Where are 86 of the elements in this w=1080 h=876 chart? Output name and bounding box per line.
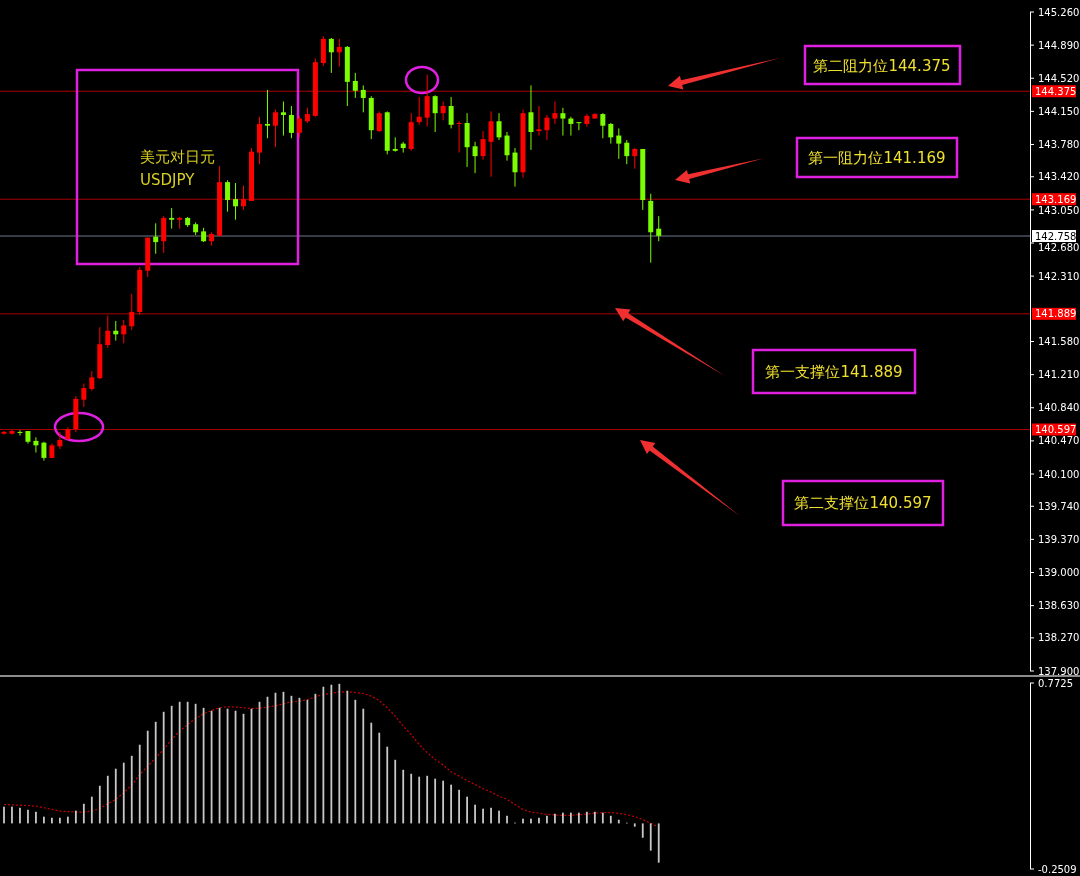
candlestick [376,110,382,133]
candlestick [512,147,518,188]
y-tick-label: 141.580 [1038,336,1080,347]
candlestick [225,179,231,213]
annotation: 第一支撑位141.889 [765,363,903,381]
candlestick [392,136,398,153]
y-tick-label: 138.270 [1038,632,1080,644]
y-tick-label: 140.470 [1038,435,1080,447]
y-tick-label: 139.740 [1038,500,1080,512]
candlestick [544,114,550,141]
candlestick [241,185,247,211]
candlestick [9,429,15,436]
ref-line-label: 141.889 [1035,308,1077,320]
y-tick-label: 144.150 [1038,105,1080,117]
candlestick [41,441,47,462]
candlestick [17,429,23,437]
annotation: 第一阻力位141.169 [808,149,946,167]
candlestick [552,101,558,125]
ref-line-label: 144.375 [1035,85,1077,97]
y-tick-label: 143.420 [1038,171,1080,183]
y-tick-label: 140.840 [1038,402,1080,414]
y-tick-label: 145.260 [1038,6,1080,18]
candlestick [568,116,574,137]
candlestick [472,141,478,174]
y-tick-label: 142.680 [1038,241,1080,253]
annotation: 第二阻力位144.375 [813,57,951,75]
candlestick [528,84,534,151]
y-tick-label: 138.630 [1038,600,1080,612]
annotation: 第二支撑位140.597 [794,494,932,512]
candlestick [600,112,606,139]
candlestick [632,147,638,170]
candlestick [560,107,566,137]
candlestick [121,319,127,344]
y-tick-label: 139.370 [1038,533,1080,545]
y-tick-label: 144.890 [1038,39,1080,51]
candlestick [153,222,159,255]
y-tick-label: 137.900 [1038,665,1080,677]
candlestick [129,293,135,331]
candlestick [161,215,167,254]
candlestick [169,207,175,230]
candlestick [89,370,95,392]
annotation: 美元对日元 [140,148,215,166]
candlestick [81,383,87,408]
candlestick [448,96,454,129]
candlestick [264,89,270,139]
candlestick [1,430,7,436]
candlestick [360,84,366,113]
candlestick [272,109,278,148]
candlestick [480,130,486,161]
ref-line-label: 143.169 [1035,193,1077,205]
candlestick [536,105,542,137]
candlestick [328,37,334,74]
candlestick [416,96,422,126]
candlestick [624,139,630,165]
y-tick-label: 142.310 [1038,270,1080,282]
y-tick-label: 141.210 [1038,369,1080,381]
candlestick [440,101,446,121]
candlestick [280,101,286,137]
candlestick [576,121,582,131]
candlestick [233,182,239,221]
candlestick [656,215,662,242]
y-tick-label: 140.100 [1038,468,1080,480]
ref-line-label: 142.758 [1035,230,1077,242]
candlestick [616,127,622,160]
y-tick-label: -0.2509 [1038,863,1077,875]
candlestick [33,436,39,454]
y-tick-label: 144.520 [1038,72,1080,84]
candlestick [488,110,494,178]
candlestick [608,122,614,145]
candlestick [352,72,358,99]
candlestick [496,112,502,141]
y-tick-label: 139.000 [1038,567,1080,579]
candlestick [424,74,430,128]
ref-line-label: 140.597 [1035,424,1077,436]
candlestick [432,94,438,133]
candlestick [296,115,302,138]
candlestick [504,131,510,162]
y-tick-label: 143.050 [1038,204,1080,216]
candlestick [456,120,462,154]
candlestick [336,38,342,68]
y-tick-label: 0.7725 [1038,677,1073,689]
candlestick [105,315,111,349]
annotation: USDJPY [140,171,196,189]
candlestick [288,105,294,139]
y-tick-label: 143.780 [1038,139,1080,151]
candlestick [57,431,63,450]
